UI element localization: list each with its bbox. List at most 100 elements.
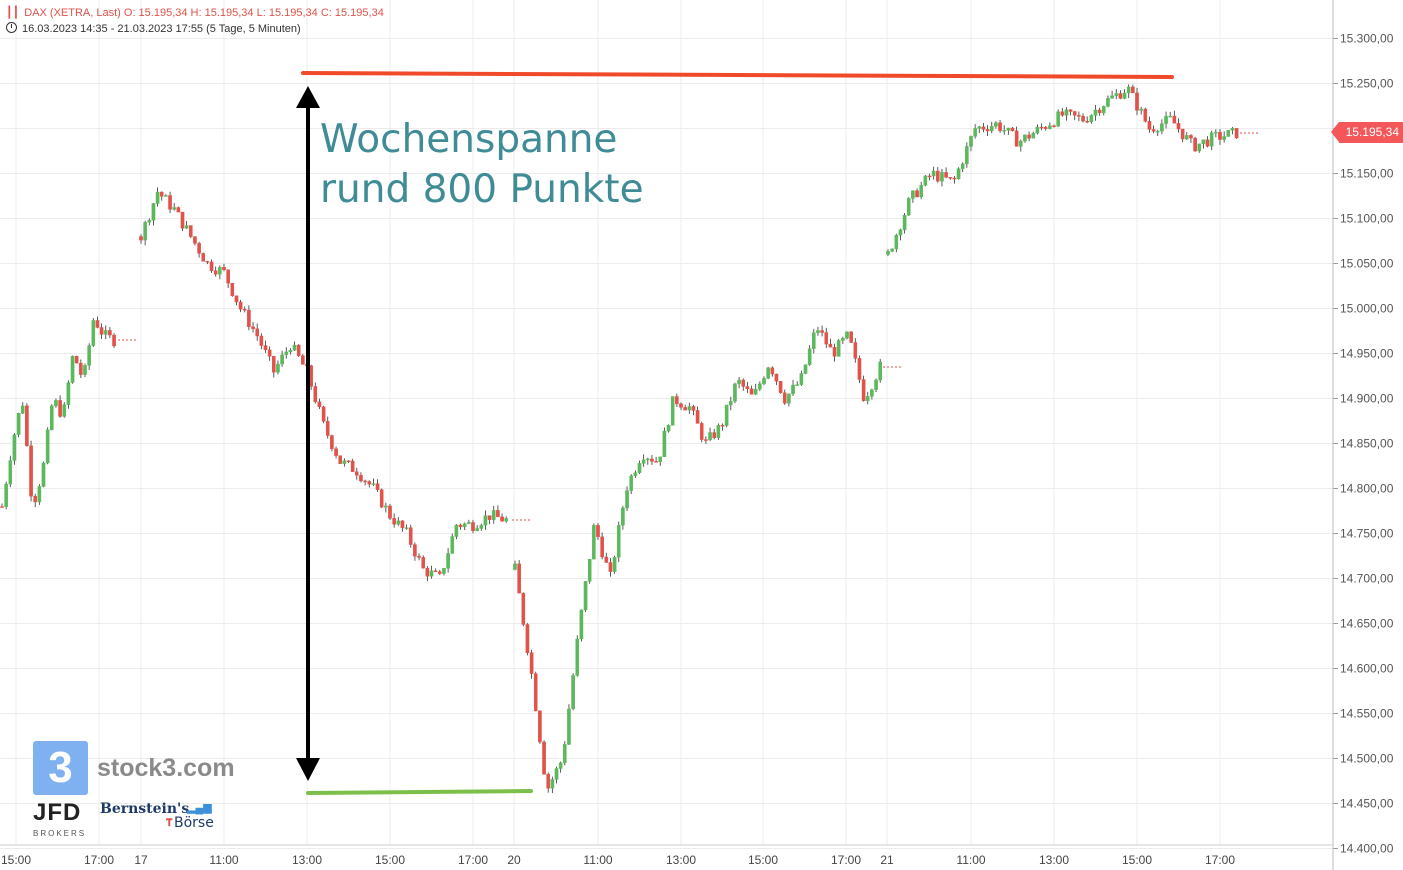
candle-body [1164,115,1168,124]
candle-body [1097,109,1102,114]
candle-body [641,459,646,464]
x-tick-label: 15:00 [748,853,778,867]
candle-body [8,460,13,485]
candle-body [504,518,509,522]
candle-body [724,404,729,426]
candle-body [103,330,108,335]
candle-body [774,373,779,382]
candle-body [906,198,911,216]
candle-body [923,175,928,186]
x-tick-label: 20 [507,853,521,867]
candle-body [475,528,479,531]
candle-body [1205,139,1210,147]
candle-body [1193,137,1197,152]
candle-body [384,505,388,508]
x-tick-label: 11:00 [583,853,612,867]
candle-body [1122,92,1127,99]
y-tick-label: 14.700,00 [1340,572,1394,586]
candle-body [321,406,326,422]
y-tick-label: 14.650,00 [1340,617,1394,631]
candle-body [1085,120,1089,123]
y-tick-label: 14.850,00 [1340,437,1394,451]
resistance-line [301,71,1174,79]
candle-body [513,563,517,570]
candle-body [791,384,795,395]
candle-body [151,203,156,221]
candle-body [1230,128,1235,131]
candle-body [458,524,463,528]
candle-body [828,343,833,348]
candle-body [604,556,609,563]
candle-body [371,483,376,485]
candle-body [587,558,592,582]
candle-body [487,515,492,520]
candle-body [375,483,380,490]
candle-body [679,403,683,408]
candle-body [1027,134,1031,139]
candle-body [911,190,915,199]
candle-body [596,525,600,538]
candle-body [41,462,46,487]
candle-body [654,461,658,463]
candle-body [313,386,318,403]
candle-body [1052,125,1056,127]
candle-body [1214,131,1218,134]
candle-body [998,122,1002,131]
candle-body [330,435,334,449]
candle-body [45,429,50,464]
candle-body [267,349,272,357]
candle-body [25,405,29,446]
candle-body [1197,143,1202,152]
candles [0,84,1260,794]
candle-body [188,225,193,237]
candle-body [695,410,700,424]
candle-body [625,490,629,509]
y-tick-label: 14.450,00 [1340,797,1394,811]
candle-body [989,126,994,132]
candle-body [1077,115,1081,117]
candle-body [538,710,542,743]
candlestick-icon: ┃┃ [6,7,20,19]
candle-body [500,516,504,522]
x-tick-label: 13:00 [1039,853,1069,867]
candle-body [1160,123,1164,132]
candle-body [969,136,973,147]
candle-body [429,570,434,577]
candle-body [143,222,147,241]
candle-body [87,345,91,366]
candle-body [1143,108,1148,122]
candle-body [741,379,746,387]
candle-body [1151,129,1156,132]
candle-body [483,515,488,526]
candle-body [50,405,54,430]
candle-body [1180,128,1185,140]
y-tick-label: 15.050,00 [1340,257,1394,271]
candle-body [554,768,559,780]
y-tick-label: 15.150,00 [1340,167,1394,181]
candle-body [824,332,829,345]
candle-body [902,214,907,231]
candle-body [600,536,604,558]
candle-body [164,195,168,197]
candle-body [1048,125,1052,129]
candle-body [940,172,944,182]
candle-body [1147,121,1152,130]
candle-body [758,383,762,390]
range-annotation: Wochenspanne rund 800 Punkte [320,115,644,215]
y-tick-label: 14.600,00 [1340,662,1394,676]
candle-body [213,270,218,275]
candle-body [159,191,164,197]
candle-body [845,331,849,339]
candle-body [546,773,550,789]
candle-body [74,356,79,364]
candle-body [931,170,936,177]
candle-body [218,267,222,275]
candle-body [1093,109,1098,116]
candle-body [616,525,621,558]
candle-body [284,351,289,356]
candle-body [981,126,986,130]
candle-body [1168,115,1172,118]
borse-logo: Börse [174,815,214,831]
candle-body [778,381,783,393]
